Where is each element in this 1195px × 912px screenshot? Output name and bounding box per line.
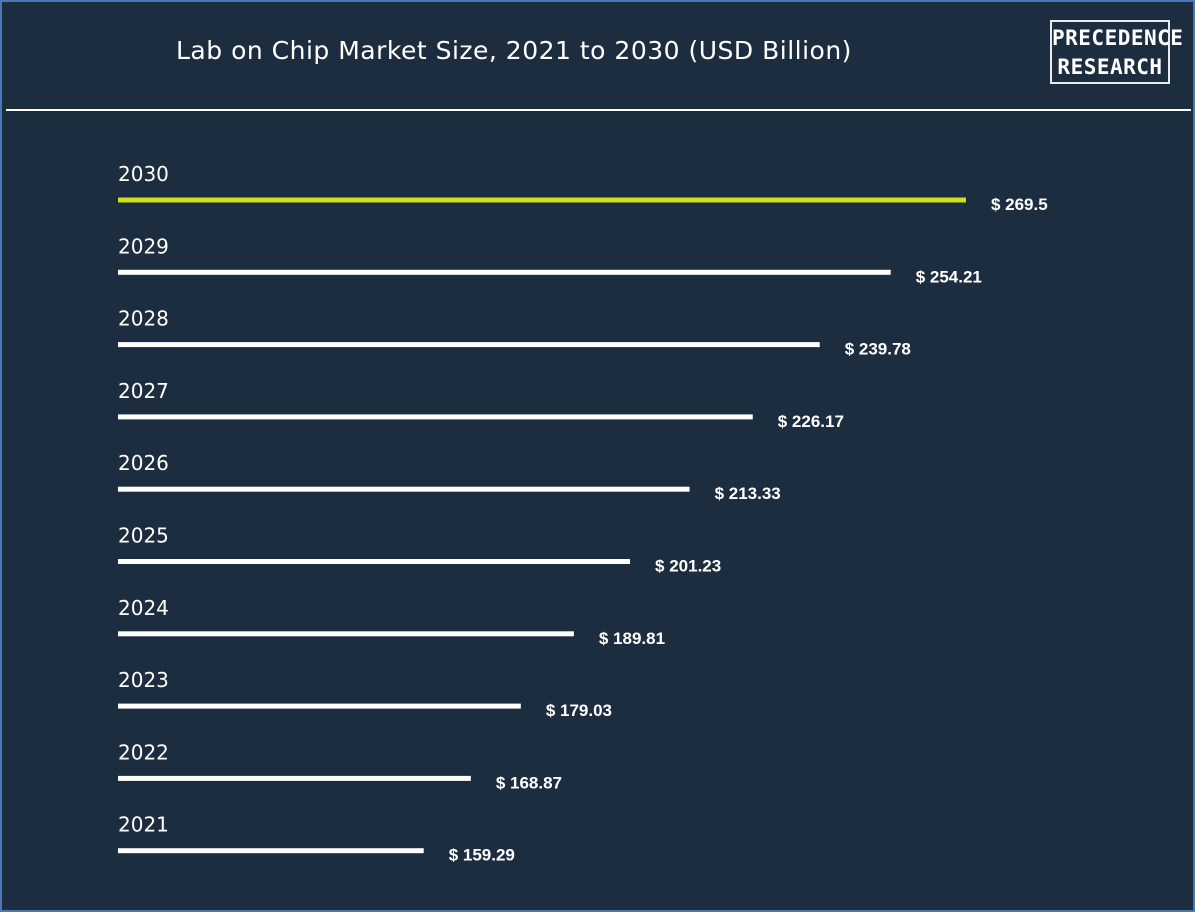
value-label-2026: $ 213.33 — [715, 484, 781, 503]
title-divider — [6, 109, 1191, 111]
value-label-2023: $ 179.03 — [546, 701, 612, 720]
category-label-2024: 2024 — [118, 596, 169, 620]
value-label-2021: $ 159.29 — [449, 846, 515, 865]
category-label-2029: 2029 — [118, 234, 169, 258]
value-label-2027: $ 226.17 — [778, 412, 844, 431]
logo-line-2: RESEARCH — [1057, 55, 1163, 79]
category-label-2030: 2030 — [118, 162, 169, 186]
category-label-2026: 2026 — [118, 451, 169, 475]
precedence-research-logo: PRECEDENCE RESEARCH — [1050, 20, 1184, 84]
category-label-2022: 2022 — [118, 740, 169, 764]
value-label-2030: $ 269.5 — [991, 195, 1048, 214]
value-label-2028: $ 239.78 — [845, 340, 911, 359]
bar-2021 — [118, 848, 424, 854]
bar-2027 — [118, 414, 753, 420]
bar-2023 — [118, 703, 521, 709]
category-label-2028: 2028 — [118, 307, 169, 331]
category-label-2023: 2023 — [118, 668, 169, 692]
logo-line-1: PRECEDENCE — [1052, 26, 1184, 50]
category-label-2025: 2025 — [118, 524, 169, 548]
category-label-2021: 2021 — [118, 813, 169, 837]
bar-2022 — [118, 775, 471, 781]
value-label-2022: $ 168.87 — [496, 773, 562, 792]
category-label-2027: 2027 — [118, 379, 169, 403]
bar-2028 — [118, 342, 820, 348]
value-label-2029: $ 254.21 — [916, 267, 982, 286]
bar-2030 — [118, 197, 966, 203]
bar-2025 — [118, 559, 631, 564]
chart-title: Lab on Chip Market Size, 2021 to 2030 (U… — [176, 36, 852, 65]
bar-2024 — [118, 631, 574, 637]
bar-2026 — [118, 486, 690, 492]
value-label-2024: $ 189.81 — [599, 629, 665, 648]
value-label-2025: $ 201.23 — [655, 557, 721, 576]
bar-2029 — [118, 269, 891, 275]
